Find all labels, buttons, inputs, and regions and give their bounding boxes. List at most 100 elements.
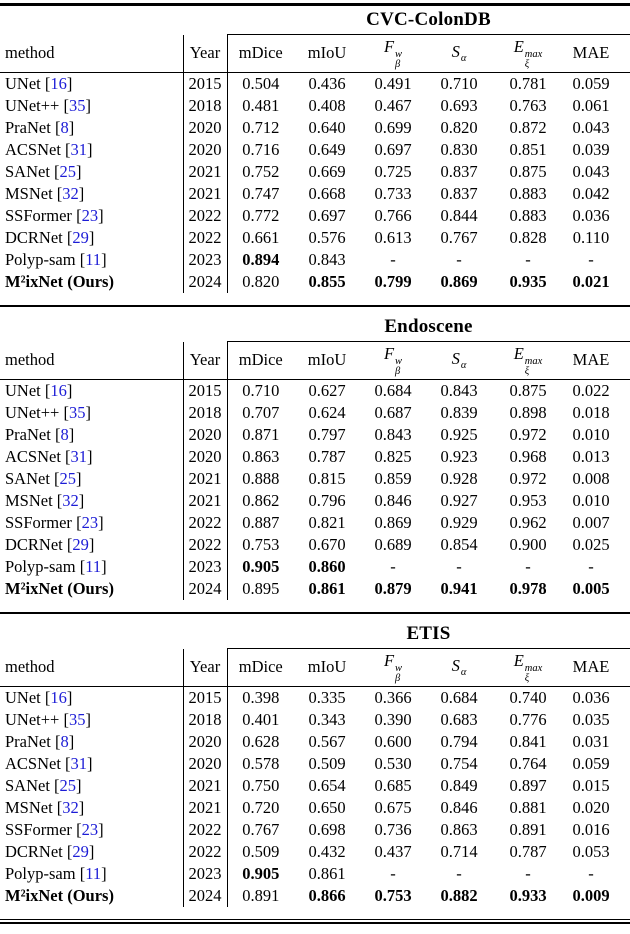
citation-link[interactable]: 29 bbox=[72, 841, 89, 861]
year-cell: 2020 bbox=[182, 752, 228, 775]
col-header-salpha: Sα bbox=[426, 341, 492, 380]
table-row: SSFormer [23] 2022 0.767 0.698 0.736 0.863 0.8… bbox=[0, 818, 630, 841]
col-header-miou: mIoU bbox=[294, 34, 360, 73]
metric-value-cell: - bbox=[588, 249, 594, 269]
year-cell: 2022 bbox=[182, 511, 228, 534]
citation-link[interactable]: 35 bbox=[68, 95, 86, 115]
method-cell: DCRNet [29] bbox=[5, 227, 95, 247]
metric-value-cell: 0.654 bbox=[308, 775, 346, 795]
metric-value-cell: 0.854 bbox=[440, 534, 478, 554]
metric-value-cell: 0.799 bbox=[374, 271, 412, 291]
metric-value-cell: 0.481 bbox=[242, 95, 280, 115]
citation-link[interactable]: 8 bbox=[60, 731, 69, 751]
metric-value-cell: 0.891 bbox=[242, 885, 280, 905]
citation-link[interactable]: 23 bbox=[81, 819, 99, 839]
citation-link[interactable]: 11 bbox=[85, 863, 102, 883]
table-row: PraNet [8] 2020 0.628 0.567 0.600 0.794 0.841 0… bbox=[0, 730, 630, 753]
metric-value-cell: 0.366 bbox=[374, 687, 412, 707]
metric-value-cell: 0.846 bbox=[440, 797, 478, 817]
year-cell: 2018 bbox=[182, 401, 228, 424]
citation-link[interactable]: 23 bbox=[81, 512, 99, 532]
metric-value-cell: 0.008 bbox=[572, 468, 610, 488]
metric-value-cell: 0.825 bbox=[374, 446, 412, 466]
metric-value-cell: 0.849 bbox=[440, 775, 478, 795]
metric-value-cell: 0.753 bbox=[374, 885, 412, 905]
metric-value-cell: 0.820 bbox=[440, 117, 478, 137]
citation-link[interactable]: 8 bbox=[60, 424, 69, 444]
metric-value-cell: 0.613 bbox=[374, 227, 412, 247]
table-row: SSFormer [23] 2022 0.887 0.821 0.869 0.929 0.9… bbox=[0, 511, 630, 534]
metric-value-cell: 0.846 bbox=[374, 490, 412, 510]
metric-value-cell: 0.670 bbox=[308, 534, 346, 554]
table-row: M²ixNet (Ours) 2024 0.891 0.866 0.753 0.882 0.… bbox=[0, 884, 630, 907]
method-cell: MSNet [32] bbox=[5, 797, 85, 817]
metric-value-cell: 0.576 bbox=[308, 227, 346, 247]
year-cell: 2020 bbox=[182, 116, 228, 139]
col-header-method: method bbox=[0, 341, 183, 380]
table-row: MSNet [32] 2021 0.747 0.668 0.733 0.837 0.883 0… bbox=[0, 182, 630, 205]
metric-value-cell: 0.039 bbox=[572, 139, 610, 159]
metric-value-cell: 0.398 bbox=[242, 687, 280, 707]
metric-value-cell: 0.882 bbox=[440, 885, 478, 905]
citation-link[interactable]: 35 bbox=[68, 402, 86, 422]
metric-value-cell: 0.649 bbox=[308, 139, 346, 159]
metric-value-cell: 0.875 bbox=[509, 380, 547, 400]
metric-value-cell: 0.883 bbox=[509, 205, 547, 225]
citation-link[interactable]: 32 bbox=[62, 490, 79, 510]
citation-link[interactable]: 32 bbox=[62, 797, 79, 817]
citation-link[interactable]: 31 bbox=[70, 753, 88, 773]
year-cell: 2023 bbox=[182, 248, 228, 271]
metric-value-cell: 0.009 bbox=[572, 885, 610, 905]
citation-link[interactable]: 29 bbox=[72, 534, 89, 554]
citation-link[interactable]: 25 bbox=[59, 161, 77, 181]
col-header-method: method bbox=[0, 648, 183, 687]
metric-value-cell: - bbox=[390, 863, 396, 883]
metric-value-cell: 0.841 bbox=[509, 731, 547, 751]
method-cell: Polyp-sam [11] bbox=[5, 249, 107, 269]
citation-link[interactable]: 16 bbox=[50, 380, 67, 400]
metric-value-cell: 0.883 bbox=[509, 183, 547, 203]
citation-link[interactable]: 25 bbox=[59, 775, 77, 795]
metric-value-cell: 0.905 bbox=[242, 863, 280, 883]
citation-link[interactable]: 16 bbox=[50, 687, 67, 707]
metric-value-cell: 0.928 bbox=[440, 468, 478, 488]
metric-value-cell: 0.640 bbox=[308, 117, 346, 137]
table-row: DCRNet [29] 2022 0.509 0.432 0.437 0.714 0.787… bbox=[0, 840, 630, 863]
citation-link[interactable]: 16 bbox=[50, 73, 67, 93]
metric-value-cell: 0.866 bbox=[308, 885, 346, 905]
metric-value-cell: 0.787 bbox=[509, 841, 547, 861]
metric-value-cell: 0.843 bbox=[374, 424, 412, 444]
citation-link[interactable]: 31 bbox=[70, 446, 88, 466]
year-cell: 2024 bbox=[182, 270, 228, 293]
citation-link[interactable]: 11 bbox=[85, 556, 102, 576]
metric-value-cell: 0.035 bbox=[572, 709, 610, 729]
citation-link[interactable]: 25 bbox=[59, 468, 77, 488]
metric-value-cell: - bbox=[390, 249, 396, 269]
metric-value-cell: - bbox=[390, 556, 396, 576]
citation-link[interactable]: 31 bbox=[70, 139, 88, 159]
metric-value-cell: 0.923 bbox=[440, 446, 478, 466]
citation-link[interactable]: 29 bbox=[72, 227, 89, 247]
metric-value-cell: 0.491 bbox=[374, 73, 412, 93]
metric-value-cell: 0.851 bbox=[509, 139, 547, 159]
metric-value-cell: 0.061 bbox=[572, 95, 610, 115]
citation-link[interactable]: 8 bbox=[60, 117, 69, 137]
year-cell: 2022 bbox=[182, 533, 228, 556]
metric-value-cell: 0.016 bbox=[572, 819, 610, 839]
dataset-title: Endoscene bbox=[384, 315, 473, 337]
col-header-method: method bbox=[0, 34, 183, 73]
citation-link[interactable]: 11 bbox=[85, 249, 102, 269]
table-row: UNet++ [35] 2018 0.707 0.624 0.687 0.839 0.898… bbox=[0, 401, 630, 424]
metric-value-cell: - bbox=[588, 863, 594, 883]
citation-link[interactable]: 23 bbox=[81, 205, 99, 225]
metric-value-cell: 0.335 bbox=[308, 687, 346, 707]
citation-link[interactable]: 32 bbox=[62, 183, 79, 203]
dataset-title: CVC-ColonDB bbox=[366, 8, 491, 30]
year-cell: 2020 bbox=[182, 423, 228, 446]
citation-link[interactable]: 35 bbox=[68, 709, 86, 729]
